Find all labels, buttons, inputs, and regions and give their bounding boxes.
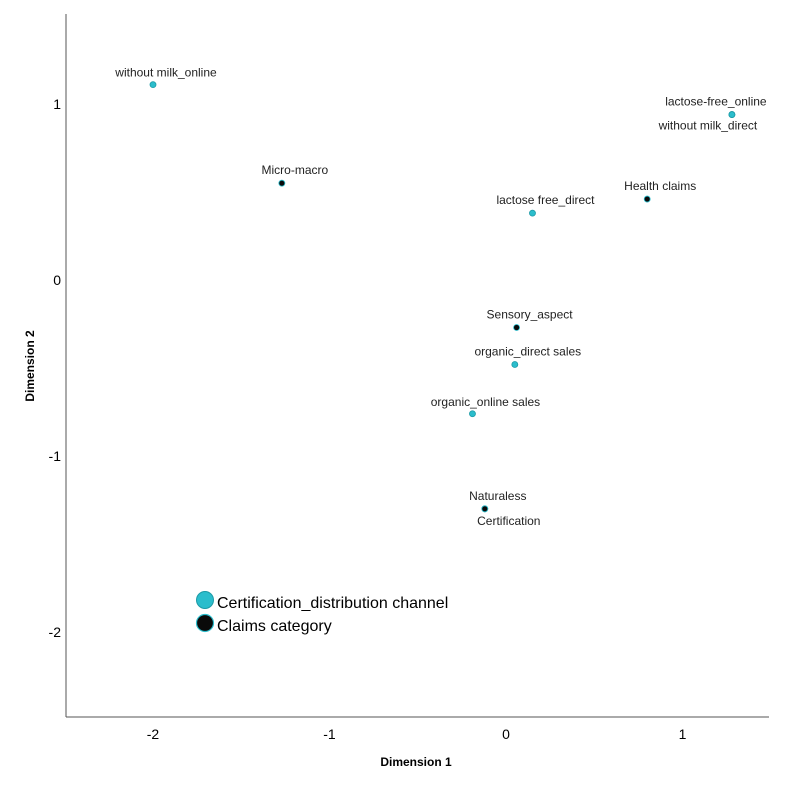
legend-label-certification: Certification_distribution channel [217,595,448,612]
legend-marker-certification [196,591,214,609]
data-point [513,324,520,331]
y-tick-label: 0 [53,272,61,288]
point-label: Micro-macro [262,163,329,177]
point-label: organic_direct sales [474,344,581,358]
y-tick-label: 1 [53,96,61,112]
x-tick-label: -1 [323,726,336,742]
data-point [149,81,157,89]
axes [65,14,769,718]
data-point [278,179,286,187]
data-point [529,209,536,217]
point-label: without milk_direct [658,119,758,133]
x-tick-label: -2 [147,726,160,742]
legend-label-claims: Claims category [217,618,332,635]
point-label: lactose free_direct [496,193,595,207]
data-point [511,361,519,368]
x-tick-label: 1 [679,726,687,742]
y-tick-label: -1 [49,448,62,464]
point-label: organic_online sales [431,395,540,409]
data-points [149,81,736,513]
point-label: Naturaless [469,489,526,503]
data-point [469,410,476,418]
point-label: Certification [477,514,540,528]
data-point [643,195,651,203]
x-axis-title: Dimension 1 [380,755,452,769]
point-label: Sensory_aspect [487,308,574,322]
y-axis-title: Dimension 2 [23,330,37,402]
point-label: Health claims [624,179,696,193]
x-tick-label: 0 [502,726,510,742]
point-label: without milk_online [114,66,217,80]
data-point [728,111,736,118]
point-label: lactose-free_online [665,95,767,109]
point-labels: without milk_online lactose-free_onlinewi… [114,66,767,528]
legend: Certification_distribution channel Claim… [195,591,448,635]
y-tick-label: -2 [49,624,62,640]
legend-marker-claims [195,613,215,633]
tick-labels: -2 -1 0 1 1 0 -1 -2 [49,96,687,742]
data-point [481,505,489,513]
